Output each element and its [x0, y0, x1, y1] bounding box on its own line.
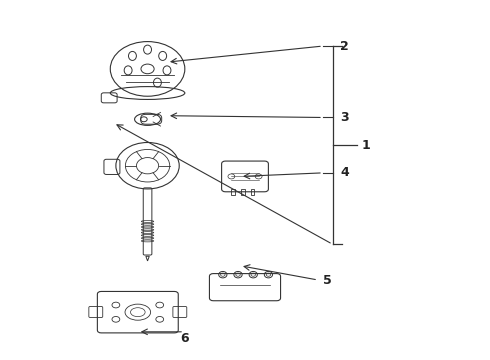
Text: 2: 2: [340, 40, 349, 53]
Bar: [241, 189, 245, 195]
Text: 5: 5: [323, 274, 332, 287]
Text: 4: 4: [340, 166, 349, 179]
Bar: [231, 189, 235, 195]
Text: 3: 3: [340, 111, 348, 124]
Bar: [251, 189, 254, 195]
Text: 6: 6: [180, 333, 189, 346]
Text: 1: 1: [362, 139, 370, 152]
